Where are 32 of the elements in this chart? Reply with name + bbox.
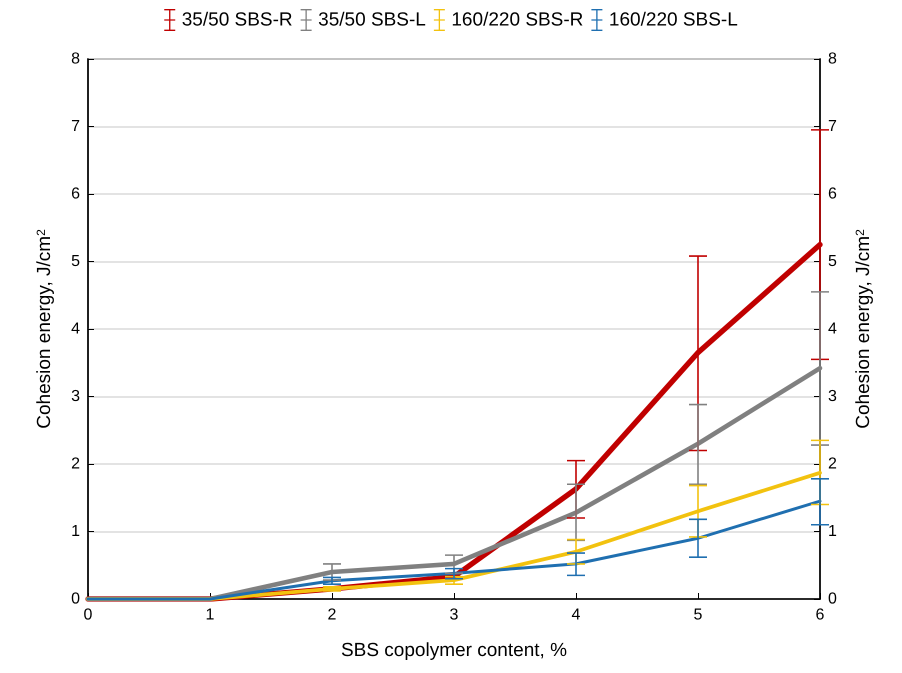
x-tick-label: 5 — [694, 606, 703, 624]
y2-tick-label: 8 — [828, 50, 837, 68]
legend-label: 160/220 SBS-R — [451, 10, 584, 30]
y-axis-title: Cohesion energy, J/cm2 — [34, 228, 55, 429]
y2-tick-label: 3 — [828, 388, 837, 405]
y-tick-label: 2 — [71, 456, 80, 472]
x-tick-label: 0 — [84, 606, 93, 624]
y-tick-label: 0 — [71, 590, 80, 608]
x-tick-label: 1 — [206, 606, 215, 624]
x-tick-label: 2 — [328, 606, 337, 624]
y-tick-label: 8 — [71, 50, 80, 68]
x-tick-label: 4 — [572, 606, 581, 624]
y2-tick-label: 6 — [828, 186, 837, 202]
y2-tick-label: 2 — [828, 456, 837, 472]
y-tick-label: 1 — [71, 523, 80, 540]
legend-label: 160/220 SBS-L — [608, 10, 738, 30]
y-tick-label: 3 — [71, 388, 80, 405]
y2-tick-label: 5 — [828, 253, 837, 270]
y2-tick-label: 1 — [828, 523, 837, 540]
y2-tick-label: 4 — [828, 320, 837, 338]
y-tick-label: 5 — [71, 253, 80, 270]
x-tick-label: 3 — [450, 606, 459, 624]
y2-tick-label: 0 — [828, 590, 837, 608]
y2-tick-label: 7 — [828, 118, 837, 135]
x-tick-label: 6 — [816, 606, 825, 624]
y-tick-label: 7 — [71, 118, 80, 135]
legend-label: 35/50 SBS-L — [318, 10, 426, 30]
y-tick-label: 6 — [71, 186, 80, 202]
y2-axis-title: Cohesion energy, J/cm2 — [853, 228, 874, 429]
x-axis-title: SBS copolymer content, % — [341, 640, 568, 661]
y-tick-label: 4 — [71, 320, 80, 338]
legend-label: 35/50 SBS-R — [182, 10, 293, 30]
